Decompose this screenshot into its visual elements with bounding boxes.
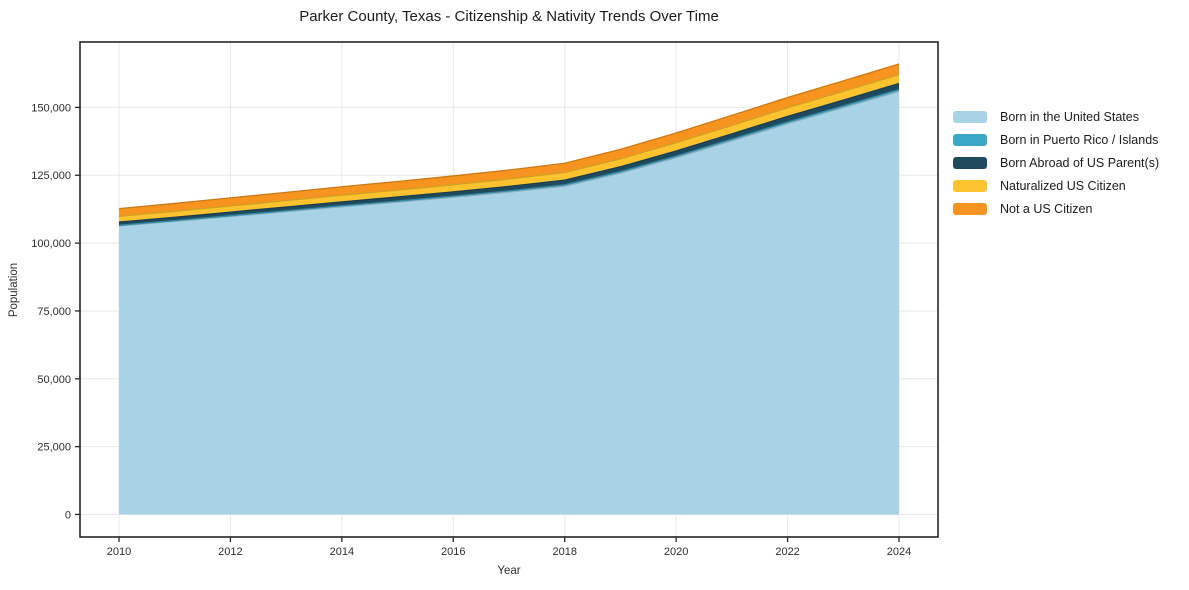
area-band-edge	[118, 88, 900, 226]
y-tick-label: 75,000	[37, 306, 71, 318]
y-tick-label: 0	[65, 509, 71, 521]
legend-item-born-in-the-united-states: Born in the United States	[953, 110, 1159, 124]
legend-label: Born in the United States	[1000, 110, 1139, 124]
plot-border	[79, 41, 939, 538]
legend-label: Naturalized US Citizen	[1000, 179, 1126, 193]
legend-label: Not a US Citizen	[1000, 202, 1093, 216]
area-band-edge	[118, 90, 900, 227]
x-axis-label: Year	[497, 565, 521, 577]
area-band-edge	[118, 82, 900, 223]
y-tick-label: 25,000	[37, 442, 71, 454]
x-tick-label: 2012	[218, 546, 242, 558]
y-tick-label: 100,000	[31, 238, 71, 250]
x-tick-label: 2020	[664, 546, 688, 558]
x-tick-label: 2016	[441, 546, 465, 558]
x-tick-label: 2018	[552, 546, 576, 558]
legend-item-born-abroad-of-us-parent-s: Born Abroad of US Parent(s)	[953, 156, 1159, 170]
chart-title: Parker County, Texas - Citizenship & Nat…	[299, 8, 719, 25]
x-tick-label: 2010	[107, 546, 131, 558]
legend-item-born-in-puerto-rico-islands: Born in Puerto Rico / Islands	[953, 133, 1159, 147]
y-axis-label: Population	[8, 262, 20, 318]
y-tick-label: 150,000	[31, 102, 71, 114]
legend-item-naturalized-us-citizen: Naturalized US Citizen	[953, 179, 1159, 193]
y-tick-label: 125,000	[31, 170, 71, 182]
area-band-edge	[118, 73, 900, 218]
x-tick-label: 2022	[775, 546, 799, 558]
y-tick-label: 50,000	[37, 374, 71, 386]
x-tick-label: 2014	[330, 546, 354, 558]
x-tick-label: 2024	[887, 546, 911, 558]
area-band-edge	[118, 63, 900, 210]
legend-item-not-a-us-citizen: Not a US Citizen	[953, 202, 1159, 216]
legend-swatch	[953, 111, 987, 123]
legend-label: Born in Puerto Rico / Islands	[1000, 133, 1159, 147]
legend-label: Born Abroad of US Parent(s)	[1000, 156, 1160, 170]
area-band	[119, 91, 899, 515]
legend-swatch	[953, 203, 987, 215]
legend: Born in the United States Born in Puerto …	[953, 110, 1159, 216]
legend-swatch	[953, 134, 987, 146]
legend-swatch	[953, 157, 987, 169]
legend-swatch	[953, 180, 987, 192]
